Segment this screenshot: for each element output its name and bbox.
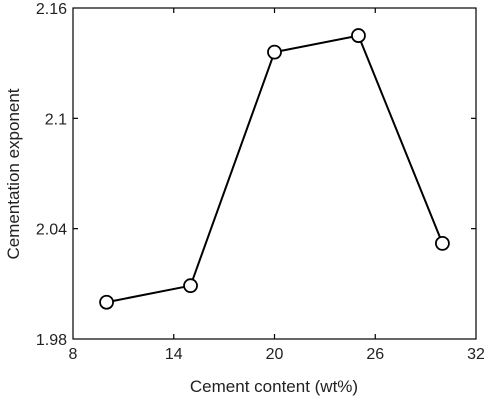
x-tick-label-4: 32 xyxy=(467,346,484,363)
x-tick-label-3: 26 xyxy=(366,346,384,363)
x-tick-label-0: 8 xyxy=(69,346,78,363)
y-axis-title: Cementation exponent xyxy=(4,88,23,259)
x-axis-title: Cement content (wt%) xyxy=(190,377,358,396)
x-tick-label-1: 14 xyxy=(165,346,183,363)
data-point-0-2 xyxy=(267,44,282,60)
y-tick-label-0: 1.98 xyxy=(36,332,67,349)
y-tick-label-2: 2.1 xyxy=(45,111,67,128)
data-point-0-4 xyxy=(435,235,450,251)
data-point-0-3 xyxy=(351,28,366,43)
data-point-0-0 xyxy=(99,294,114,310)
x-tick-label-2: 20 xyxy=(266,346,284,363)
x-ticks: 8 14 20 26 32 xyxy=(69,8,484,363)
data-point-0-1 xyxy=(183,278,198,294)
y-ticks: 1.98 2.04 2.1 2.16 xyxy=(36,1,476,349)
y-tick-label-3: 2.16 xyxy=(36,1,67,18)
series-layer xyxy=(99,28,450,310)
y-tick-label-1: 2.04 xyxy=(36,222,67,239)
plot-area: 8 14 20 26 32 1.98 2.04 2.1 2.16 xyxy=(36,1,484,363)
axes-frame xyxy=(72,7,477,340)
